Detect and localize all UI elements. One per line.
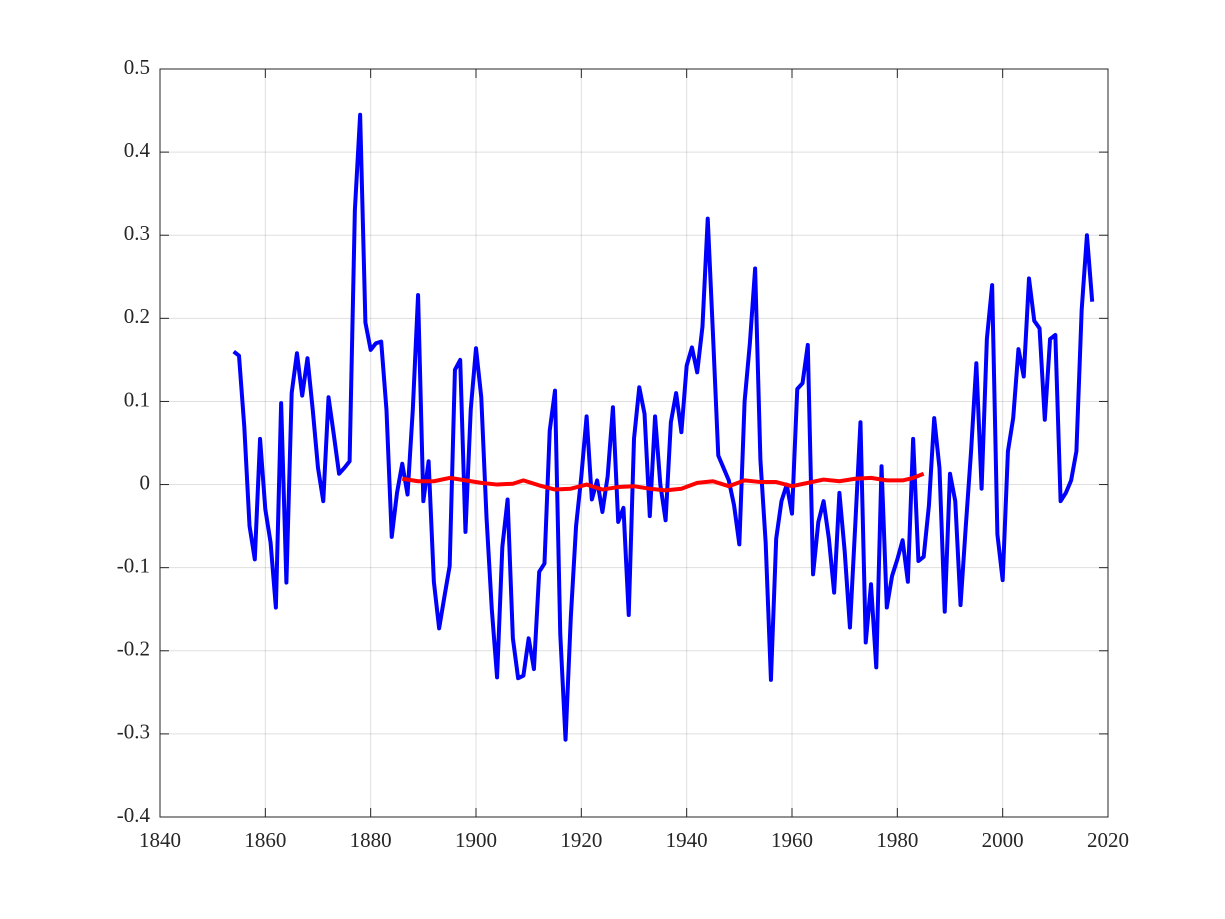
x-tick-label: 1900: [455, 828, 497, 852]
x-tick-label: 2020: [1087, 828, 1129, 852]
data-line: [232, 112, 1095, 742]
x-tick-label: 1860: [244, 828, 286, 852]
x-tick-label: 1960: [771, 828, 813, 852]
y-tick-label: -0.3: [117, 720, 150, 744]
x-tick-label: 1840: [139, 828, 181, 852]
y-tick-label: -0.4: [117, 803, 151, 827]
y-tick-label: 0.2: [124, 304, 150, 328]
y-tick-label: 0.3: [124, 221, 150, 245]
y-tick-label: -0.2: [117, 637, 150, 661]
x-tick-label: 1920: [560, 828, 602, 852]
y-tick-label: 0.1: [124, 387, 150, 411]
y-tick-label: 0.4: [124, 138, 151, 162]
y-tick-label: -0.1: [117, 553, 150, 577]
x-tick-label: 2000: [982, 828, 1024, 852]
data-line: [401, 471, 925, 493]
x-tick-label: 1880: [350, 828, 392, 852]
y-tick-label: 0: [140, 470, 151, 494]
y-tick-label: 0.5: [124, 55, 150, 79]
x-tick-label: 1940: [666, 828, 708, 852]
x-tick-label: 1980: [876, 828, 918, 852]
axes-box: [159, 68, 1109, 818]
